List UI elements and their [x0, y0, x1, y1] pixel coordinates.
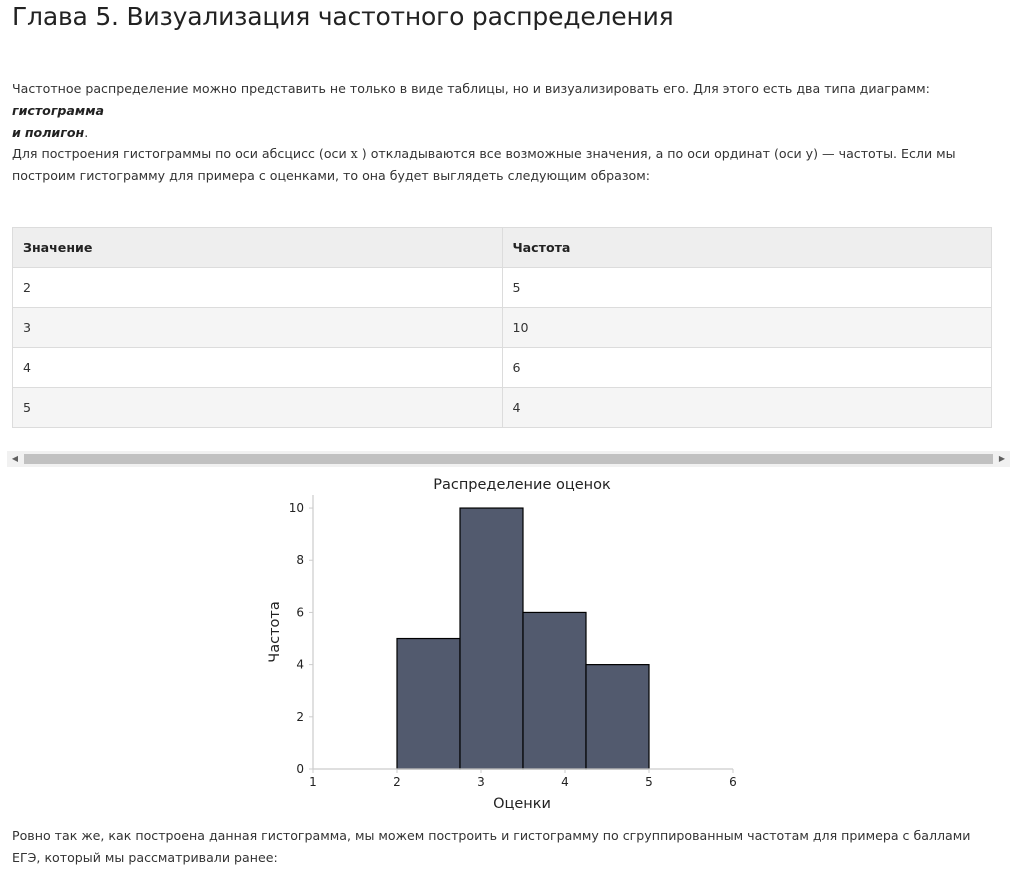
y-tick-label: 2 — [296, 710, 304, 724]
term-join: и — [12, 125, 21, 140]
x-tick-label: 1 — [309, 775, 317, 789]
table-row: 2 5 — [12, 267, 992, 308]
table-cell-frequency: 10 — [501, 307, 992, 348]
histogram-bar — [459, 507, 524, 770]
table-header-value: Значение — [12, 227, 503, 268]
histogram-bar — [396, 637, 461, 770]
scroll-right-arrow-icon[interactable]: ▶ — [998, 454, 1006, 463]
para2-after: ) откладываются все возможные значения, … — [12, 146, 956, 183]
table-header-frequency: Частота — [501, 227, 992, 268]
term-histogram: гистограмма — [12, 103, 104, 118]
chart-y-axis-label: Частота — [267, 601, 283, 662]
intro-end: . — [84, 125, 89, 140]
x-tick-label: 6 — [729, 775, 737, 789]
table-row: 3 10 — [12, 307, 992, 348]
y-tick-label: 0 — [296, 762, 304, 776]
chart-x-axis-label: Оценки — [493, 796, 551, 812]
horizontal-scrollbar[interactable]: ◀ ▶ — [7, 451, 1010, 467]
term-polygon: полигон — [24, 125, 85, 140]
x-symbol: x — [350, 146, 358, 161]
table-header-row: Значение Частота — [12, 227, 992, 268]
histogram-bar — [585, 664, 650, 770]
scroll-left-arrow-icon[interactable]: ◀ — [11, 454, 19, 463]
table-cell-frequency: 4 — [501, 387, 992, 428]
x-tick-label: 2 — [393, 775, 401, 789]
y-tick-label: 8 — [296, 553, 304, 567]
table-cell-frequency: 5 — [501, 267, 992, 308]
chart-axes: 1 2 3 4 5 6 0 2 4 6 8 10 — [289, 495, 737, 789]
histogram-chart: Распределение оценок Оценки Частота 1 2 3 4… — [267, 477, 737, 812]
intro-text: Частотное распределение можно представит… — [12, 81, 930, 96]
table-row: 4 6 — [12, 347, 992, 388]
x-tick-label: 5 — [645, 775, 653, 789]
histogram-paragraph: Для построения гистограммы по оси абсцис… — [12, 143, 1002, 187]
table-cell-value: 3 — [12, 307, 503, 348]
para2-before: Для построения гистограммы по оси абсцис… — [12, 146, 351, 161]
table-cell-value: 5 — [12, 387, 503, 428]
histogram-bar — [522, 611, 587, 770]
frequency-table: Значение Частота 2 5 3 10 4 6 5 4 — [12, 227, 992, 428]
chart-bars — [396, 507, 650, 770]
page-title: Глава 5. Визуализация частотного распред… — [12, 2, 674, 31]
scrollbar-thumb[interactable] — [24, 454, 993, 464]
x-tick-label: 3 — [477, 775, 485, 789]
table-cell-value: 2 — [12, 267, 503, 308]
table-row: 5 4 — [12, 387, 992, 428]
chart-title: Распределение оценок — [433, 477, 611, 493]
closing-paragraph: Ровно так же, как построена данная гисто… — [12, 828, 971, 865]
table-cell-frequency: 6 — [501, 347, 992, 388]
x-tick-label: 4 — [561, 775, 569, 789]
table-cell-value: 4 — [12, 347, 503, 388]
y-tick-label: 6 — [296, 605, 304, 619]
intro-paragraph: Частотное распределение можно представит… — [12, 78, 1002, 144]
y-tick-label: 10 — [289, 501, 304, 515]
y-tick-label: 4 — [296, 658, 304, 672]
